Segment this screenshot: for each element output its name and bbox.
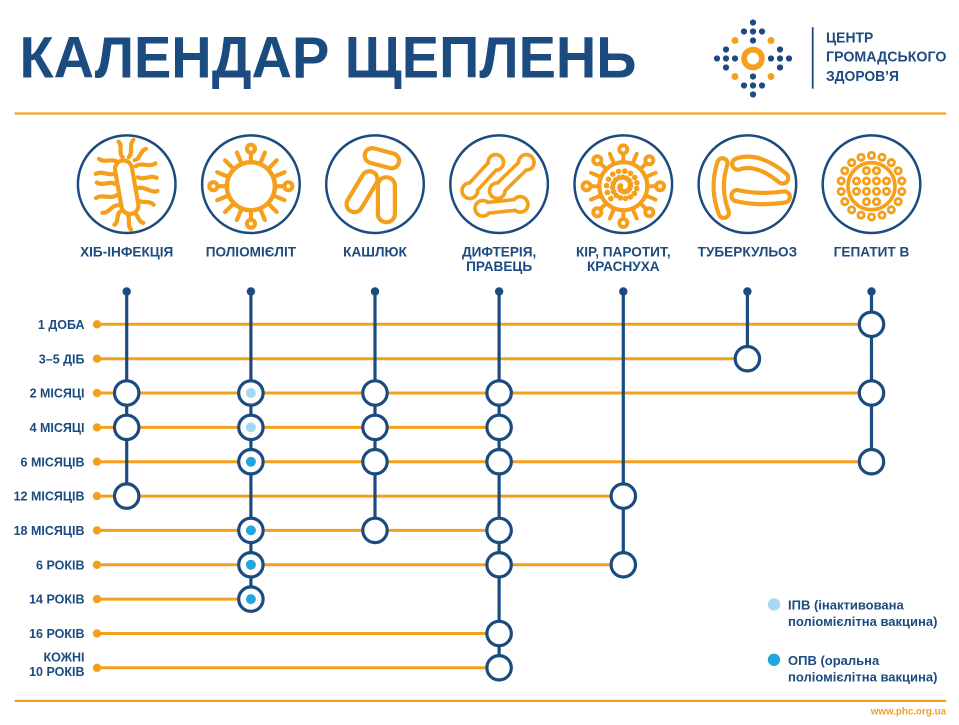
svg-text:18 МІСЯЦІВ: 18 МІСЯЦІВ	[14, 524, 85, 538]
svg-text:ГЕПАТИТ В: ГЕПАТИТ В	[834, 245, 910, 260]
svg-text:КАЛЕНДАР ЩЕПЛЕНЬ: КАЛЕНДАР ЩЕПЛЕНЬ	[20, 26, 637, 91]
svg-text:ДИФТЕРІЯ,: ДИФТЕРІЯ,	[462, 245, 536, 260]
svg-text:1 ДОБА: 1 ДОБА	[38, 318, 85, 332]
svg-text:КРАСНУХА: КРАСНУХА	[587, 259, 660, 274]
svg-text:10 РОКІВ: 10 РОКІВ	[29, 665, 84, 679]
svg-text:6 МІСЯЦІВ: 6 МІСЯЦІВ	[21, 455, 85, 469]
svg-text:ГРОМАДСЬКОГО: ГРОМАДСЬКОГО	[826, 50, 946, 66]
svg-text:16 РОКІВ: 16 РОКІВ	[29, 627, 84, 641]
svg-text:КАШЛЮК: КАШЛЮК	[343, 245, 407, 260]
svg-text:6 РОКІВ: 6 РОКІВ	[36, 558, 84, 572]
svg-text:поліомієлітна вакцина): поліомієлітна вакцина)	[788, 614, 937, 629]
svg-text:14 РОКІВ: 14 РОКІВ	[29, 593, 84, 607]
svg-text:ХІБ-ІНФЕКЦІЯ: ХІБ-ІНФЕКЦІЯ	[80, 245, 173, 260]
svg-text:ІПВ (інактивована: ІПВ (інактивована	[788, 598, 905, 613]
svg-text:КОЖНІ: КОЖНІ	[44, 651, 85, 665]
svg-text:www.phc.org.ua: www.phc.org.ua	[870, 706, 947, 717]
svg-text:2 МІСЯЦІ: 2 МІСЯЦІ	[30, 387, 85, 401]
svg-text:КІР, ПАРОТИТ,: КІР, ПАРОТИТ,	[576, 245, 671, 260]
svg-text:4 МІСЯЦІ: 4 МІСЯЦІ	[30, 421, 85, 435]
svg-text:ПОЛІОМІЄЛІТ: ПОЛІОМІЄЛІТ	[206, 245, 297, 260]
svg-text:ТУБЕРКУЛЬОЗ: ТУБЕРКУЛЬОЗ	[698, 245, 797, 260]
svg-text:ПРАВЕЦЬ: ПРАВЕЦЬ	[466, 259, 532, 274]
svg-text:ЗДОРОВ’Я: ЗДОРОВ’Я	[826, 69, 899, 85]
svg-text:ОПВ (оральна: ОПВ (оральна	[788, 653, 880, 668]
svg-text:3–5 ДІБ: 3–5 ДІБ	[39, 352, 85, 366]
svg-text:поліомієлітна вакцина): поліомієлітна вакцина)	[788, 669, 937, 684]
svg-text:ЦЕНТР: ЦЕНТР	[826, 30, 874, 46]
svg-text:12 МІСЯЦІВ: 12 МІСЯЦІВ	[14, 490, 85, 504]
